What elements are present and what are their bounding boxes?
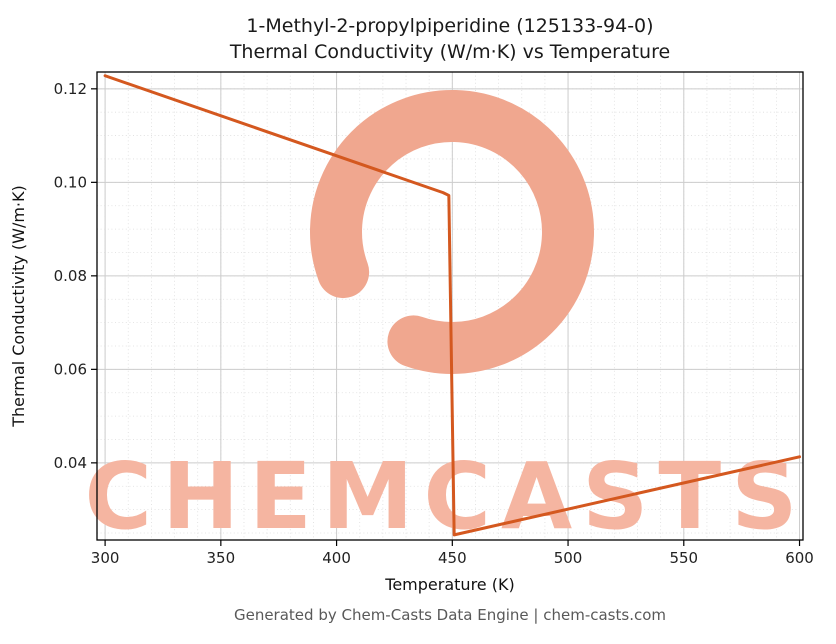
y-axis-label: Thermal Conductivity (W/m·K) (9, 185, 28, 428)
axis-ticks (91, 88, 801, 546)
watermark-ring-logo (310, 90, 594, 374)
x-axis-label: Temperature (K) (384, 575, 514, 594)
y-tick-label: 0.10 (54, 173, 87, 191)
watermark: CHEMCASTS (85, 90, 808, 550)
y-tick-label: 0.08 (54, 267, 87, 285)
watermark-text: CHEMCASTS (85, 443, 808, 550)
x-tick-label: 400 (322, 549, 351, 567)
x-tick-label: 450 (438, 549, 467, 567)
x-tick-label: 600 (785, 549, 814, 567)
x-tick-label: 300 (91, 549, 120, 567)
y-tick-label: 0.04 (54, 454, 87, 472)
x-tick-label: 500 (554, 549, 583, 567)
chart-title-line2: Thermal Conductivity (W/m·K) vs Temperat… (229, 41, 670, 63)
x-tick-label: 550 (669, 549, 698, 567)
y-tick-label: 0.06 (54, 360, 87, 378)
chart-title-line1: 1-Methyl-2-propylpiperidine (125133-94-0… (246, 15, 653, 37)
axis-tick-labels: 300 350 400 450 500 550 600 0.04 0.06 0.08 0.10 0.1… (54, 80, 814, 567)
plot-border (96, 71, 804, 541)
y-tick-label: 0.12 (54, 80, 87, 98)
x-tick-label: 350 (207, 549, 236, 567)
series-line (103, 74, 802, 537)
footer-credit: Generated by Chem-Casts Data Engine | ch… (234, 606, 666, 624)
data-series (103, 74, 802, 537)
